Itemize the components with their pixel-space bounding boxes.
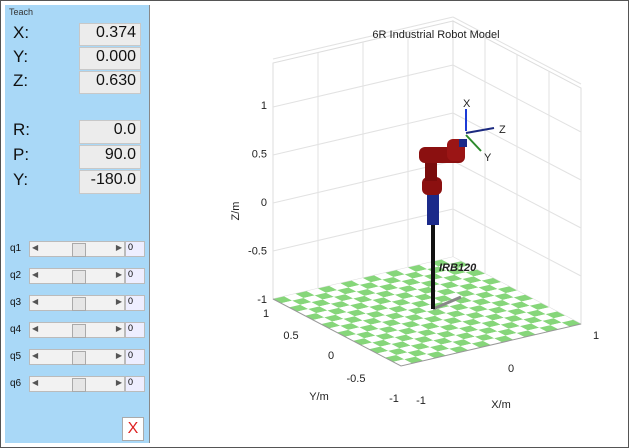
plot-title: 6R Industrial Robot Model [372, 29, 499, 41]
joint-slider[interactable]: ◀▶ [29, 349, 125, 365]
app-window: Teach X: 0.374 Y: 0.000 Z: 0.630 R: 0.0 P: 90.0 Y:… [0, 0, 629, 448]
orientation-value[interactable]: -180.0 [79, 170, 141, 194]
joint-value[interactable]: 0 [125, 241, 145, 257]
teach-panel: Teach X: 0.374 Y: 0.000 Z: 0.630 R: 0.0 P: 90.0 Y:… [5, 5, 150, 443]
close-button[interactable]: X [122, 417, 144, 441]
position-value[interactable]: 0.374 [79, 23, 141, 46]
orientation-value[interactable]: 0.0 [79, 120, 141, 144]
joint-slider[interactable]: ◀▶ [29, 241, 125, 257]
joint-label: q6 [10, 378, 21, 389]
x-axis-label: X/m [491, 399, 511, 411]
joint-value[interactable]: 0 [125, 322, 145, 338]
x-tick-label: -1 [416, 395, 426, 407]
y-axis-label: Y/m [309, 391, 329, 403]
y-tick-label: 0.5 [283, 330, 298, 342]
joint-slider[interactable]: ◀▶ [29, 376, 125, 392]
joint-slider[interactable]: ◀▶ [29, 322, 125, 338]
joint-value[interactable]: 0 [125, 349, 145, 365]
robot-plot: X Z Y IRB120 6R Industrial Robot Model 1 0.5 0 -… [151, 1, 628, 447]
frame-label: Z [499, 124, 506, 136]
robot-link [459, 139, 467, 147]
joint-label: q1 [10, 243, 21, 254]
position-label: Y: [13, 47, 28, 67]
joint-label: q3 [10, 297, 21, 308]
z-tick-label: 0.5 [252, 148, 267, 160]
x-tick-label: 0 [508, 363, 514, 375]
frame-label: Y [484, 152, 492, 164]
y-tick-label: 1 [263, 308, 269, 320]
joint-value[interactable]: 0 [125, 295, 145, 311]
z-tick-label: -0.5 [248, 245, 267, 257]
position-label: Z: [13, 71, 28, 91]
joint-label: q4 [10, 324, 21, 335]
joint-label: q5 [10, 351, 21, 362]
z-tick-label: 0 [261, 197, 267, 209]
joint-value[interactable]: 0 [125, 376, 145, 392]
joint-slider[interactable]: ◀▶ [29, 295, 125, 311]
z-axis-label: Z/m [230, 202, 242, 221]
joint-slider[interactable]: ◀▶ [29, 268, 125, 284]
position-label: X: [13, 23, 29, 43]
z-tick-label: -1 [257, 294, 267, 306]
orientation-label: P: [13, 145, 29, 165]
frame-label: X [463, 98, 471, 110]
panel-title: Teach [9, 7, 33, 17]
robot-label: IRB120 [439, 262, 477, 274]
joint-label: q2 [10, 270, 21, 281]
joint-value[interactable]: 0 [125, 268, 145, 284]
z-tick-label: 1 [261, 100, 267, 112]
position-value[interactable]: 0.630 [79, 71, 141, 94]
y-tick-label: -1 [389, 393, 399, 405]
x-tick-label: 1 [593, 330, 599, 342]
y-tick-label: -0.5 [347, 373, 366, 385]
y-tick-label: 0 [328, 350, 334, 362]
position-value[interactable]: 0.000 [79, 47, 141, 70]
orientation-label: R: [13, 120, 30, 140]
orientation-label: Y: [13, 170, 28, 190]
orientation-value[interactable]: 90.0 [79, 145, 141, 169]
